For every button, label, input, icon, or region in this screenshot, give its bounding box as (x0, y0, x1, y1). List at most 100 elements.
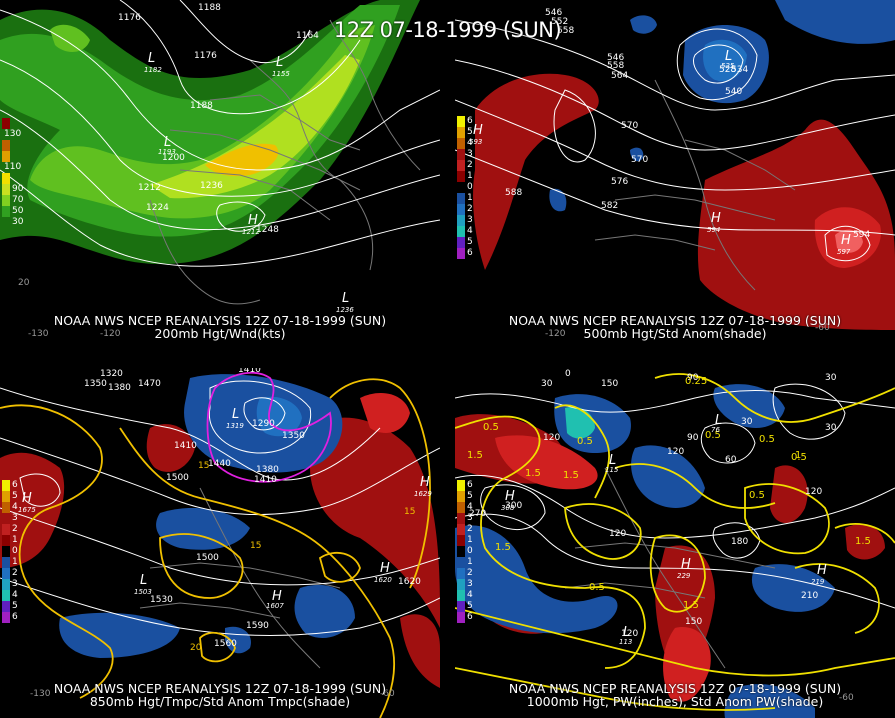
contour-label: 1380 (108, 383, 131, 393)
contour-label: 1380 (256, 465, 279, 475)
legend-swatch (457, 524, 465, 535)
legend-swatch (457, 226, 465, 237)
contour-label: 300 (505, 501, 522, 511)
contour-label: 120 (667, 447, 684, 457)
contour-label: 528 (719, 65, 736, 75)
source-caption: NOAA NWS NCEP REANALYSIS 12Z 07-18-1999 … (508, 681, 842, 696)
legend-swatch (2, 140, 10, 151)
legend-label: 6 (12, 612, 18, 622)
legend-entry: 0 (457, 546, 479, 557)
legend-entry: 3 (457, 579, 479, 590)
coastlines (564, 467, 776, 669)
contour-label: 120 (621, 629, 638, 639)
legend-entry: 130 (2, 118, 24, 140)
legend-swatch (2, 173, 10, 184)
isotherm-labels: 15 20 15 15 (190, 461, 415, 653)
lon-label: -120 (545, 329, 566, 339)
contour-label: 30 (825, 373, 837, 383)
legend-swatch (2, 524, 10, 535)
contour-label: 558 (557, 26, 574, 36)
legend-label: 2 (467, 524, 473, 534)
legend-entry: 2 (457, 568, 479, 579)
legend-swatch (457, 215, 465, 226)
anom-negative-small2 (630, 147, 644, 162)
legend-label: 2 (467, 160, 473, 170)
anom-positive-east (697, 119, 895, 330)
legend-label: 2 (467, 204, 473, 214)
anom-negative-west (156, 508, 250, 550)
contour-label: 0 (565, 369, 571, 379)
contour-label: 1500 (196, 553, 219, 563)
pw-label: 1.5 (855, 536, 871, 547)
legend-swatch (2, 118, 10, 129)
lon-label: -120 (100, 329, 121, 339)
contour-labels: 1176 1188 1164 1176 1188 1200 1212 1224 … (118, 3, 319, 235)
pw-label: 0.5 (705, 430, 721, 441)
center-type: H (817, 563, 827, 578)
isotherm-label: 15 (198, 461, 209, 471)
contour-labels: 30 0 150 90 30 120 90 60 30 120 30 120 2… (469, 369, 837, 639)
legend-swatch (457, 193, 465, 204)
legend-swatch (457, 138, 465, 149)
contour-label: 1590 (246, 621, 269, 631)
contour-label: 594 (853, 230, 870, 240)
contour-labels: 546 552 558 546 558 564 570 576 582 588 … (505, 8, 870, 240)
legend-entry: 90 (2, 184, 24, 195)
contour-label: 1560 (214, 639, 237, 649)
center-type: L (715, 413, 722, 428)
legend-label: 4 (467, 502, 473, 512)
contour-label: 30 (825, 423, 837, 433)
center-value: 1182 (144, 66, 162, 74)
anom-positive-se (663, 627, 711, 702)
legend-label: 90 (12, 184, 24, 194)
legend-swatch (2, 612, 10, 623)
legend-label: 1 (467, 535, 473, 545)
contour-label: 1290 (252, 419, 275, 429)
center-type: L (164, 135, 171, 150)
lon-labels: -130 -120 20 (18, 278, 121, 339)
anom-negative-small (225, 626, 251, 654)
contour-label: 60 (725, 455, 737, 465)
contour-label: 1248 (256, 225, 279, 235)
contour-label: 1440 (208, 459, 231, 469)
center-value: 1503 (134, 588, 152, 596)
pw-labels: 0.25 0.5 0.5 1.5 0.5 1.5 0.5 1 1.5 0.5 0… (467, 376, 871, 611)
anom-positive-west (473, 73, 599, 270)
legend-swatch (457, 579, 465, 590)
legend-swatch (457, 248, 465, 259)
map-500mb: 546 552 558 546 558 564 570 576 582 588 … (455, 0, 895, 339)
center-type: H (380, 561, 390, 576)
center-type: L (140, 573, 147, 588)
legend-swatch (2, 217, 10, 228)
anom-negative-small3 (549, 188, 567, 212)
center-type: L (276, 55, 283, 70)
legend-swatch (2, 546, 10, 557)
legend-entry: 6 (457, 116, 479, 127)
contour-label: 552 (551, 17, 568, 27)
anom-negative-small1 (630, 15, 657, 34)
field-caption: 500mb Hgt/Std Anom(shade) (583, 326, 767, 341)
contour-label: 120 (609, 529, 626, 539)
legend-label: 5 (467, 237, 473, 247)
pw-label: 0.5 (791, 452, 807, 463)
center-type: L (232, 407, 239, 422)
center-type: H (473, 123, 483, 138)
legend-entry: 3 (457, 513, 479, 524)
center-type: L (148, 51, 155, 66)
legend-swatch (457, 491, 465, 502)
center-type: L (623, 625, 630, 640)
anom-negative-se (294, 584, 355, 638)
contour-label: 1212 (138, 183, 161, 193)
center-type: L (725, 49, 732, 64)
pw-label: 1.5 (563, 470, 579, 481)
legend-entry: 110 (2, 151, 24, 173)
legend-entry: 2 (2, 524, 24, 535)
legend-label: 130 (4, 129, 22, 139)
contour-label: 1530 (150, 595, 173, 605)
center-value: 594 (707, 226, 720, 234)
legend-swatch (2, 513, 10, 524)
center-type: H (420, 475, 430, 490)
legend-entry: 1 (457, 171, 479, 182)
legend-swatch (2, 206, 10, 217)
